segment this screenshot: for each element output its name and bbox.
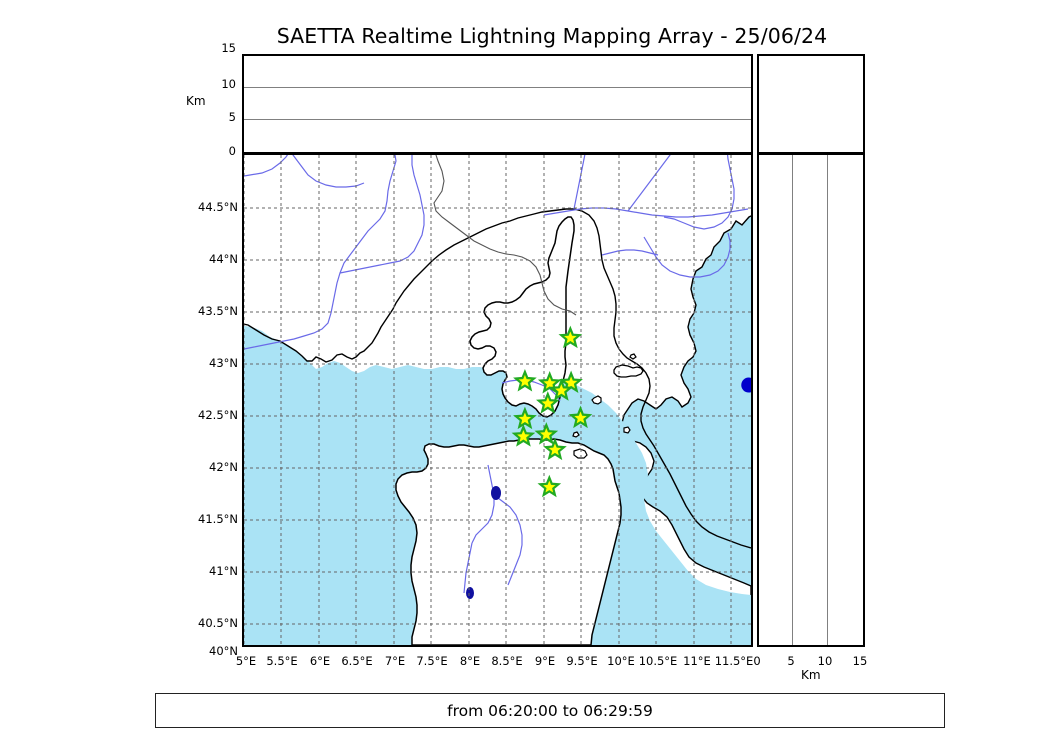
map-canvas [244,155,751,645]
altitude-axis-title: Km [186,94,206,108]
river-sardinia-3 [463,542,473,594]
lon-tick-5.5: 5.5°E [266,654,298,668]
map-panel[interactable] [242,153,753,647]
range-tick-0: 0 [753,654,761,668]
lon-tick-11: 11°E [683,654,711,668]
lon-tick-10: 10°E [607,654,635,668]
time-range-bar: from 06:20:00 to 06:29:59 [155,693,945,728]
altitude-longitude-panel[interactable] [242,54,753,154]
river-italy-coast [601,249,659,256]
river-north-2 [292,155,365,188]
lon-tick-7: 7°E [384,654,406,668]
lon-tick-8.5: 8.5°E [491,654,523,668]
lat-tick-40.5: 40.5°N [198,616,238,630]
time-range-text: from 06:20:00 to 06:29:59 [447,701,653,720]
gridline-alt-10 [244,87,751,88]
river-po-tributary-2 [627,155,671,212]
range-tick-15: 15 [852,654,868,668]
french-riviera-coast [244,208,574,363]
elba-island [613,364,644,378]
station-star-marker[interactable] [543,437,567,461]
river-durance [339,155,425,274]
river-sardinia-1 [471,464,495,544]
montecristo-island [629,353,637,360]
station-star-marker[interactable] [534,422,559,445]
station-star-marker[interactable] [568,405,593,429]
lon-tick-10.5: 10.5°E [638,654,678,668]
corner-panel [757,54,865,154]
range-tick-10: 10 [817,654,833,668]
border-france-italy [433,155,577,316]
station-star-marker[interactable] [549,378,574,401]
lat-tick-41: 41°N [209,564,238,578]
gridline-range-5 [792,155,793,645]
pianosa-island [623,426,631,434]
event-markers[interactable] [741,377,751,393]
lat-tick-43.5: 43.5°N [198,304,238,318]
river-po [543,207,749,218]
station-star-marker[interactable] [536,391,560,414]
river-sardinia-2 [493,494,523,586]
sardinia-island [395,438,622,645]
station-star-marker[interactable] [511,424,536,447]
gridline-range-10 [827,155,828,645]
altitude-latitude-panel[interactable] [757,153,865,647]
event-dot-marker[interactable] [741,377,751,393]
lon-tick-6.5: 6.5°E [341,654,373,668]
map-gridlines [244,155,751,645]
landmasses [244,155,751,645]
lat-tick-44: 44°N [209,252,238,266]
borders [433,155,577,316]
river-arno [663,155,735,230]
station-star-marker[interactable] [537,474,562,498]
range-axis-title: Km [801,668,821,682]
lon-tick-9: 9°E [534,654,556,668]
gridline-alt-5 [244,119,751,120]
lat-tick-42: 42°N [209,460,238,474]
alt-tick-15: 15 [221,41,236,55]
lat-tick-43: 43°N [209,356,238,370]
station-star-marker[interactable] [513,368,537,392]
river-north-1 [244,155,289,177]
lon-tick-7.5: 7.5°E [416,654,448,668]
page-title: SAETTA Realtime Lightning Mapping Array … [276,24,828,48]
italy-west-coast [573,208,751,549]
lon-tick-11.5: 11.5°E [714,654,754,668]
station-star-marker[interactable] [513,406,537,430]
lon-tick-5: 5°E [235,654,257,668]
station-markers[interactable] [511,325,593,498]
lat-tick-40: 40°N [209,644,238,658]
lakes [466,486,501,599]
lake-sardinia-2 [466,587,474,599]
lon-tick-6: 6°E [309,654,331,668]
station-star-marker[interactable] [537,371,562,394]
range-tick-5: 5 [787,654,795,668]
giglio-island [572,431,580,438]
lake-sardinia-1 [491,486,501,500]
lon-tick-9.5: 9.5°E [566,654,598,668]
lat-tick-41.5: 41.5°N [198,512,238,526]
river-corsica-golo [501,379,561,402]
lon-tick-8: 8°E [459,654,481,668]
alt-tick-5: 5 [228,110,236,124]
alt-tick-0: 0 [228,144,236,158]
alt-tick-10: 10 [221,77,236,91]
corsica-island [469,216,575,418]
river-po-tributary-1 [573,155,586,210]
station-star-marker[interactable] [558,325,583,349]
capraia-island [591,395,602,405]
lat-tick-44.5: 44.5°N [198,200,238,214]
lat-tick-42.5: 42.5°N [198,408,238,422]
